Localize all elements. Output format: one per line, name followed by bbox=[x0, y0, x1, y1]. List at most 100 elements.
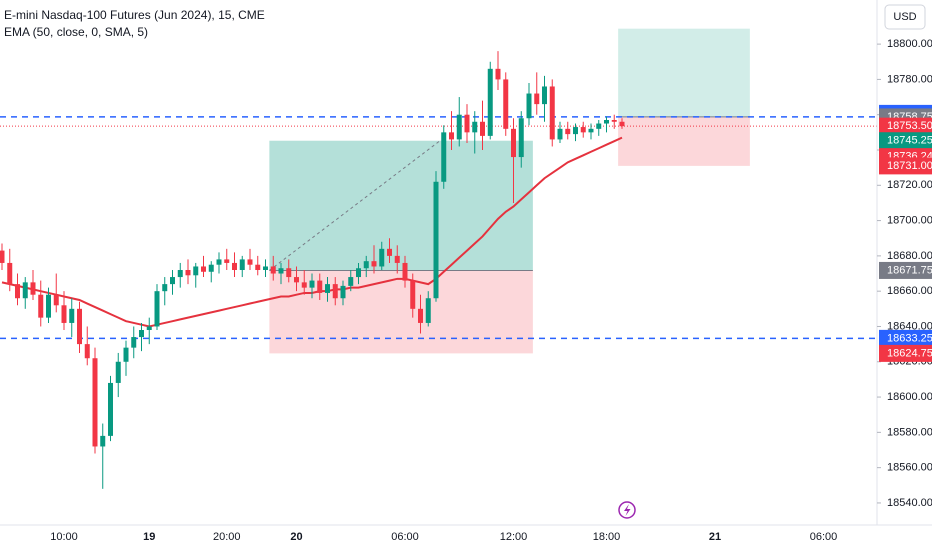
candle-body bbox=[77, 308, 82, 345]
candle-body bbox=[61, 305, 67, 323]
y-tick-label: 18780.00 bbox=[887, 73, 932, 85]
candle-body bbox=[146, 326, 152, 330]
candle-body bbox=[7, 262, 13, 285]
candle-body bbox=[216, 259, 222, 265]
candle-body bbox=[162, 284, 168, 292]
candle-body bbox=[115, 361, 121, 383]
y-tick-label: 18540.00 bbox=[887, 497, 932, 509]
candle-body bbox=[263, 266, 268, 270]
x-tick-label: 06:00 bbox=[391, 531, 419, 543]
candle-body bbox=[410, 280, 416, 309]
candle-body bbox=[239, 259, 245, 270]
candle-body bbox=[573, 127, 578, 135]
candle-body bbox=[46, 294, 51, 318]
x-tick-label: 10:00 bbox=[50, 531, 78, 543]
plot-area bbox=[0, 28, 877, 489]
candle-body bbox=[185, 270, 191, 276]
candle-body bbox=[588, 128, 594, 133]
price-marker bbox=[879, 261, 932, 279]
x-tick-label: 20 bbox=[290, 531, 302, 543]
candle-body bbox=[418, 308, 423, 323]
indicator-label: EMA (50, close, 0, SMA, 5) bbox=[4, 25, 148, 39]
candle-body bbox=[371, 261, 377, 267]
candle-body bbox=[325, 284, 330, 293]
candle-body bbox=[534, 93, 540, 105]
profit-zone bbox=[618, 28, 750, 117]
y-tick-label: 18580.00 bbox=[887, 426, 932, 438]
price-marker bbox=[879, 344, 932, 362]
candle-body bbox=[278, 268, 284, 274]
candle-body bbox=[596, 123, 602, 129]
candle-body bbox=[456, 114, 462, 140]
candle-body bbox=[332, 284, 338, 299]
candle-body bbox=[154, 291, 160, 327]
price-marker-label: 18633.25 bbox=[887, 332, 932, 344]
candle-body bbox=[177, 270, 183, 278]
price-marker-label: 18731.00 bbox=[887, 160, 932, 172]
y-tick-label: 18800.00 bbox=[887, 38, 932, 50]
candle-body bbox=[123, 347, 129, 362]
candle-body bbox=[92, 358, 98, 447]
x-tick-label: 19 bbox=[143, 531, 155, 543]
candle-body bbox=[402, 262, 408, 281]
profit-zone bbox=[269, 140, 533, 271]
candle-body bbox=[542, 86, 547, 105]
chart-title: E-mini Nasdaq-100 Futures (Jun 2024), 15… bbox=[4, 8, 265, 22]
y-tick-label: 18640.00 bbox=[887, 320, 932, 332]
y-tick-label: 18700.00 bbox=[887, 214, 932, 226]
candle-body bbox=[201, 266, 206, 272]
y-tick-label: 18720.00 bbox=[887, 179, 932, 191]
candle-body bbox=[294, 277, 299, 283]
candle-body bbox=[224, 259, 230, 263]
candle-body bbox=[464, 114, 470, 133]
loss-zone bbox=[269, 270, 533, 354]
y-tick-label: 18680.00 bbox=[887, 250, 932, 262]
candle-body bbox=[309, 280, 315, 288]
candle-body bbox=[139, 330, 144, 338]
currency-button[interactable] bbox=[884, 4, 926, 30]
price-marker-label: 18671.75 bbox=[887, 264, 932, 276]
price-marker-label: 18753.50 bbox=[887, 120, 932, 132]
candle-body bbox=[301, 282, 307, 288]
candle-body bbox=[340, 285, 346, 299]
price-marker bbox=[879, 157, 932, 175]
candle-body bbox=[317, 280, 323, 293]
candle-body bbox=[518, 118, 524, 158]
candle-body bbox=[565, 128, 571, 135]
candle-body bbox=[503, 79, 509, 129]
candle-body bbox=[433, 181, 439, 299]
candle-body bbox=[619, 121, 625, 127]
candle-body bbox=[549, 86, 555, 140]
candle-body bbox=[69, 308, 75, 323]
price-marker bbox=[879, 329, 932, 347]
candle-body bbox=[108, 382, 113, 436]
candle-body bbox=[611, 120, 617, 122]
candle-body bbox=[100, 435, 106, 447]
candle-body bbox=[0, 250, 5, 263]
candle-body bbox=[53, 294, 59, 306]
y-tick-label: 18560.00 bbox=[887, 462, 932, 474]
candle-body bbox=[193, 266, 199, 276]
candle-body bbox=[170, 277, 175, 285]
event-bolt bbox=[624, 504, 631, 516]
candle-body bbox=[38, 294, 44, 318]
candle-body bbox=[472, 121, 478, 133]
price-marker-label: 18624.75 bbox=[887, 347, 932, 359]
candle-body bbox=[15, 284, 20, 299]
candle-body bbox=[208, 264, 214, 272]
candle-body bbox=[348, 277, 354, 286]
candle-body bbox=[131, 337, 137, 348]
candle-body bbox=[495, 68, 501, 80]
candle-body bbox=[286, 268, 292, 278]
currency-label: USD bbox=[893, 11, 916, 23]
candle-body bbox=[557, 128, 563, 140]
candle-body bbox=[511, 128, 516, 158]
candle-body bbox=[255, 264, 261, 270]
candle-body bbox=[232, 262, 237, 270]
price-marker bbox=[879, 132, 932, 150]
candle-body bbox=[526, 93, 532, 119]
x-tick-label: 20:00 bbox=[213, 531, 241, 543]
candle-body bbox=[487, 68, 493, 136]
